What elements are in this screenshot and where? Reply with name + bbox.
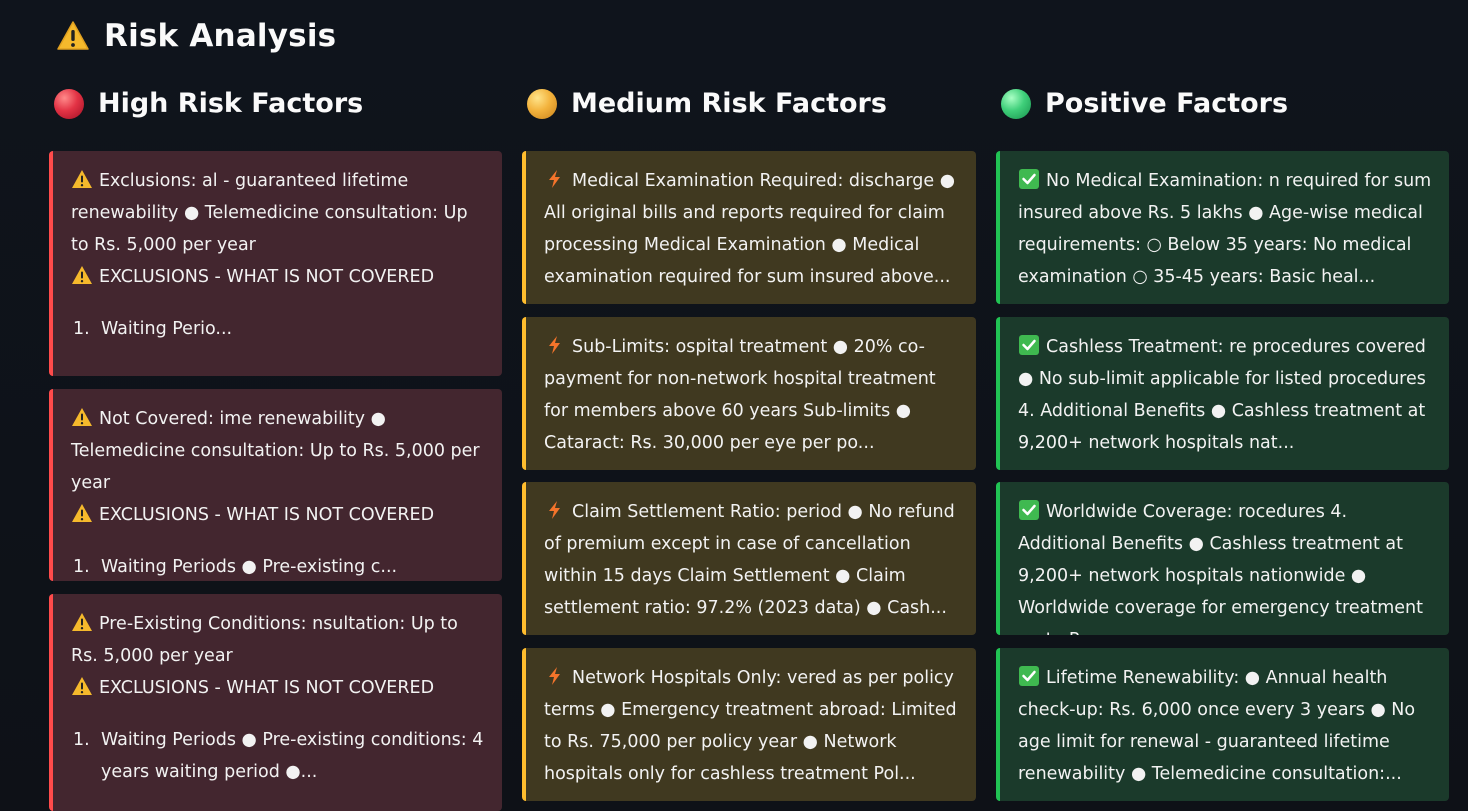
medium-risk-heading: Medium Risk Factors: [527, 88, 887, 119]
lightning-icon: [549, 667, 560, 685]
medium-risk-card: Network Hospitals Only: vered as per pol…: [522, 648, 976, 801]
warning-icon: [72, 408, 92, 426]
warning-icon: [72, 170, 92, 188]
card-text: Pre-Existing Conditions: nsultation: Up …: [71, 614, 458, 666]
card-subheading: EXCLUSIONS - WHAT IS NOT COVERED: [71, 261, 486, 293]
list-number: 1.: [73, 557, 90, 577]
card-subheading-text: EXCLUSIONS - WHAT IS NOT COVERED: [99, 678, 435, 698]
positive-factor-card: Lifetime Renewability: ● Annual health c…: [996, 648, 1449, 801]
card-body: Not Covered: ime renewability ● Telemedi…: [71, 403, 486, 499]
warning-icon: [72, 504, 92, 522]
card-text: Exclusions: al - guaranteed lifetime ren…: [71, 171, 468, 255]
page-title: Risk Analysis: [56, 18, 336, 54]
list-item: 1. Waiting Periods ● Pre-existing condit…: [71, 724, 486, 788]
list-number: 1.: [73, 730, 90, 750]
positive-factors-heading-text: Positive Factors: [1045, 88, 1289, 119]
page-title-text: Risk Analysis: [104, 18, 337, 54]
card-text: Medical Examination Required: discharge …: [544, 171, 956, 287]
warning-icon: [57, 21, 89, 50]
card-subheading: EXCLUSIONS - WHAT IS NOT COVERED: [71, 499, 486, 531]
medium-risk-heading-text: Medium Risk Factors: [571, 88, 887, 119]
card-text: Worldwide Coverage: rocedures 4. Additio…: [1018, 502, 1423, 635]
check-mark-icon: [1019, 169, 1039, 189]
lightning-icon: [549, 501, 560, 519]
list-number: 1.: [73, 319, 90, 339]
positive-factor-card: No Medical Examination: n required for s…: [996, 151, 1449, 304]
card-text: Network Hospitals Only: vered as per pol…: [544, 668, 957, 784]
card-text: Cashless Treatment: re procedures covere…: [1018, 337, 1426, 453]
card-text: Claim Settlement Ratio: period ● No refu…: [544, 502, 955, 618]
medium-risk-card: Medical Examination Required: discharge …: [522, 151, 976, 304]
card-text: Lifetime Renewability: ● Annual health c…: [1018, 668, 1416, 784]
lightning-icon: [549, 336, 560, 354]
warning-icon: [72, 266, 92, 284]
high-risk-heading-text: High Risk Factors: [98, 88, 364, 119]
positive-factors-heading: Positive Factors: [1001, 88, 1288, 119]
medium-risk-card: Sub-Limits: ospital treatment ● 20% co-p…: [522, 317, 976, 470]
list-item: 1. Waiting Periods ● Pre-existing c...: [71, 551, 486, 581]
high-risk-card: Exclusions: al - guaranteed lifetime ren…: [49, 151, 502, 376]
card-body: Pre-Existing Conditions: nsultation: Up …: [71, 608, 486, 672]
check-mark-icon: [1019, 666, 1039, 686]
card-text: Sub-Limits: ospital treatment ● 20% co-p…: [544, 337, 936, 453]
warning-icon: [72, 613, 92, 631]
red-circle-icon: [54, 88, 84, 119]
card-subheading-text: EXCLUSIONS - WHAT IS NOT COVERED: [99, 267, 435, 287]
card-text: Not Covered: ime renewability ● Telemedi…: [71, 409, 480, 493]
positive-factor-card: Cashless Treatment: re procedures covere…: [996, 317, 1449, 470]
check-mark-icon: [1019, 500, 1039, 520]
list-text: Waiting Periods ● Pre-existing condition…: [101, 730, 484, 782]
high-risk-heading: High Risk Factors: [54, 88, 363, 119]
list-text: Waiting Periods ● Pre-existing c...: [101, 557, 398, 577]
lightning-icon: [549, 170, 560, 188]
card-body: Exclusions: al - guaranteed lifetime ren…: [71, 165, 486, 261]
yellow-circle-icon: [527, 88, 557, 119]
check-mark-icon: [1019, 335, 1039, 355]
card-subheading: EXCLUSIONS - WHAT IS NOT COVERED: [71, 672, 486, 704]
list-text: Waiting Perio...: [101, 319, 233, 339]
card-subheading-text: EXCLUSIONS - WHAT IS NOT COVERED: [99, 505, 435, 525]
card-text: No Medical Examination: n required for s…: [1018, 171, 1432, 287]
high-risk-card: Not Covered: ime renewability ● Telemedi…: [49, 389, 502, 581]
green-circle-icon: [1001, 88, 1031, 119]
list-item: 1. Waiting Perio...: [71, 313, 486, 345]
high-risk-card: Pre-Existing Conditions: nsultation: Up …: [49, 594, 502, 811]
positive-factor-card: Worldwide Coverage: rocedures 4. Additio…: [996, 482, 1449, 635]
warning-icon: [72, 677, 92, 695]
medium-risk-card: Claim Settlement Ratio: period ● No refu…: [522, 482, 976, 635]
